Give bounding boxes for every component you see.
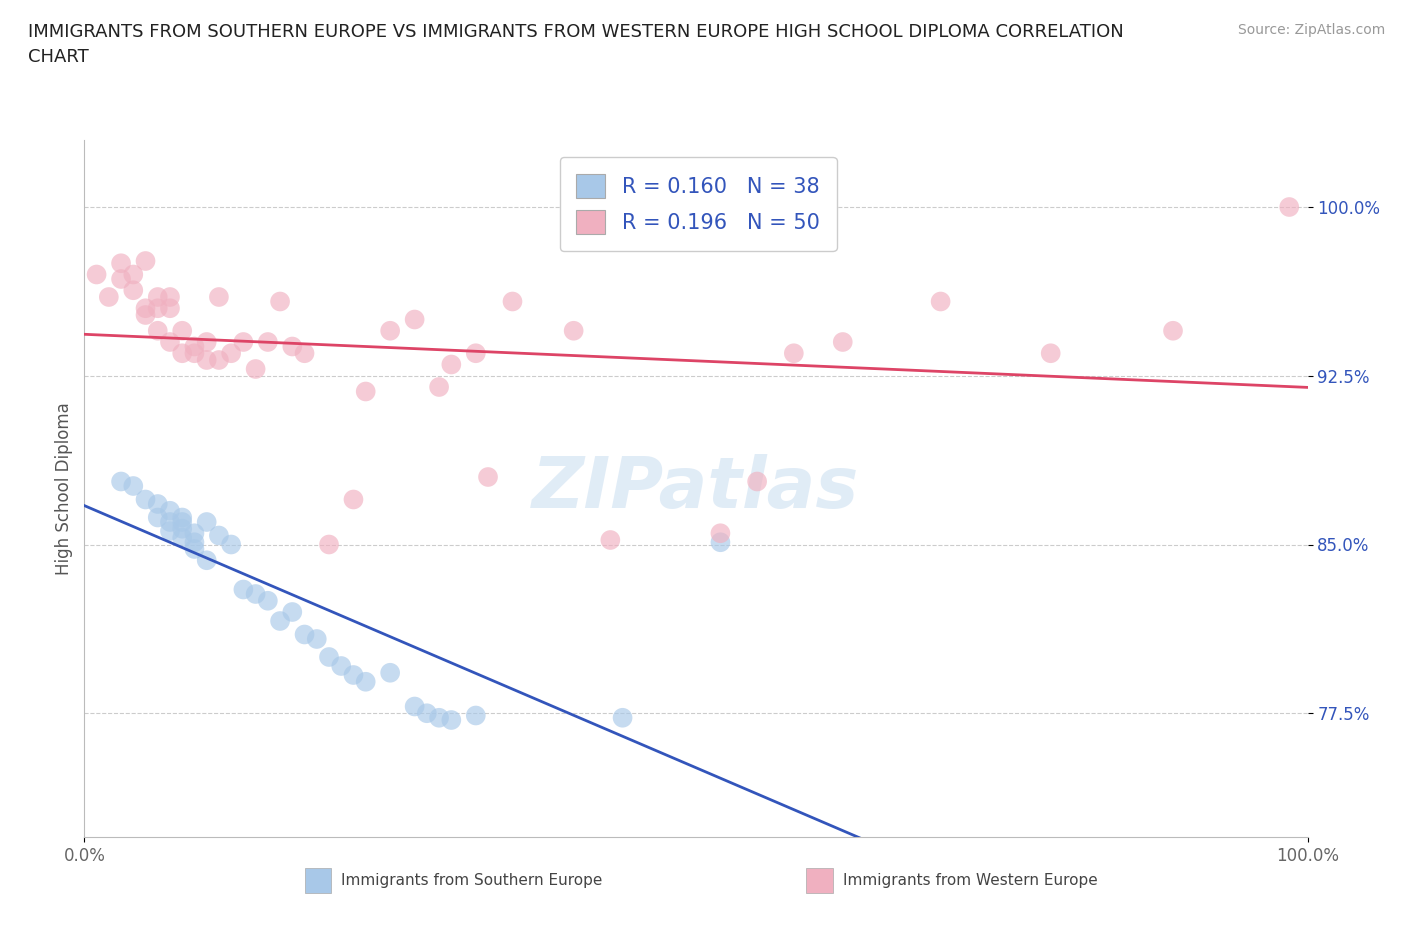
- Point: [232, 582, 254, 597]
- Point: [86, 267, 108, 282]
- Point: [110, 474, 132, 489]
- Point: [294, 346, 316, 361]
- Text: IMMIGRANTS FROM SOUTHERN EUROPE VS IMMIGRANTS FROM WESTERN EUROPE HIGH SCHOOL DI: IMMIGRANTS FROM SOUTHERN EUROPE VS IMMIG…: [28, 23, 1123, 66]
- Point: [146, 510, 169, 525]
- Point: [929, 294, 952, 309]
- Point: [245, 587, 267, 602]
- Point: [562, 324, 585, 339]
- Legend: R = 0.160   N = 38, R = 0.196   N = 50: R = 0.160 N = 38, R = 0.196 N = 50: [560, 157, 837, 251]
- Point: [831, 335, 853, 350]
- Point: [305, 631, 328, 646]
- Point: [159, 514, 181, 529]
- Point: [318, 649, 340, 664]
- Point: [195, 352, 218, 367]
- Point: [122, 283, 145, 298]
- Point: [97, 289, 120, 304]
- Point: [257, 593, 280, 608]
- Point: [440, 712, 463, 727]
- Point: [747, 474, 769, 489]
- Point: [330, 658, 353, 673]
- Point: [195, 552, 218, 567]
- Point: [342, 668, 364, 683]
- Point: [183, 535, 205, 550]
- Point: [416, 706, 439, 721]
- Point: [427, 711, 450, 725]
- Point: [183, 541, 205, 556]
- Text: ZIPatlas: ZIPatlas: [533, 454, 859, 523]
- Point: [709, 525, 731, 540]
- Y-axis label: High School Diploma: High School Diploma: [55, 402, 73, 575]
- FancyBboxPatch shape: [305, 869, 332, 893]
- Point: [183, 339, 205, 354]
- Point: [502, 294, 524, 309]
- Point: [208, 289, 231, 304]
- Point: [135, 308, 157, 323]
- Point: [195, 335, 218, 350]
- Point: [1039, 346, 1062, 361]
- Point: [783, 346, 806, 361]
- Point: [440, 357, 463, 372]
- Point: [172, 530, 194, 545]
- Point: [172, 510, 194, 525]
- Point: [342, 492, 364, 507]
- Point: [122, 479, 145, 494]
- Point: [172, 514, 194, 529]
- Point: [281, 339, 304, 354]
- Point: [146, 300, 169, 315]
- Point: [172, 522, 194, 537]
- Point: [269, 614, 291, 629]
- Point: [208, 528, 231, 543]
- Point: [159, 503, 181, 518]
- Point: [404, 699, 426, 714]
- Point: [110, 256, 132, 271]
- Point: [183, 346, 205, 361]
- Point: [159, 300, 181, 315]
- Point: [380, 324, 402, 339]
- Point: [245, 362, 267, 377]
- Point: [269, 294, 291, 309]
- Point: [208, 352, 231, 367]
- Point: [318, 537, 340, 551]
- Point: [172, 324, 194, 339]
- Point: [122, 267, 145, 282]
- Point: [183, 525, 205, 540]
- Point: [232, 335, 254, 350]
- Point: [110, 272, 132, 286]
- Point: [354, 384, 377, 399]
- Text: Immigrants from Western Europe: Immigrants from Western Europe: [842, 873, 1098, 888]
- Point: [294, 627, 316, 642]
- Point: [354, 674, 377, 689]
- Point: [257, 335, 280, 350]
- Point: [599, 533, 621, 548]
- Point: [427, 379, 450, 394]
- Point: [146, 497, 169, 512]
- Point: [464, 346, 486, 361]
- Point: [1161, 324, 1184, 339]
- Point: [380, 665, 402, 680]
- Point: [159, 524, 181, 538]
- Text: Source: ZipAtlas.com: Source: ZipAtlas.com: [1237, 23, 1385, 37]
- Point: [135, 492, 157, 507]
- Point: [172, 346, 194, 361]
- Point: [135, 254, 157, 269]
- Point: [135, 300, 157, 315]
- Point: [146, 324, 169, 339]
- Point: [1278, 200, 1301, 215]
- Point: [477, 470, 499, 485]
- FancyBboxPatch shape: [806, 869, 832, 893]
- Point: [146, 289, 169, 304]
- Point: [404, 312, 426, 327]
- Point: [612, 711, 634, 725]
- Point: [281, 604, 304, 619]
- Point: [464, 708, 486, 723]
- Point: [709, 535, 731, 550]
- Text: Immigrants from Southern Europe: Immigrants from Southern Europe: [342, 873, 603, 888]
- Point: [159, 289, 181, 304]
- Point: [219, 346, 242, 361]
- Point: [219, 537, 242, 551]
- Point: [195, 514, 218, 529]
- Point: [159, 335, 181, 350]
